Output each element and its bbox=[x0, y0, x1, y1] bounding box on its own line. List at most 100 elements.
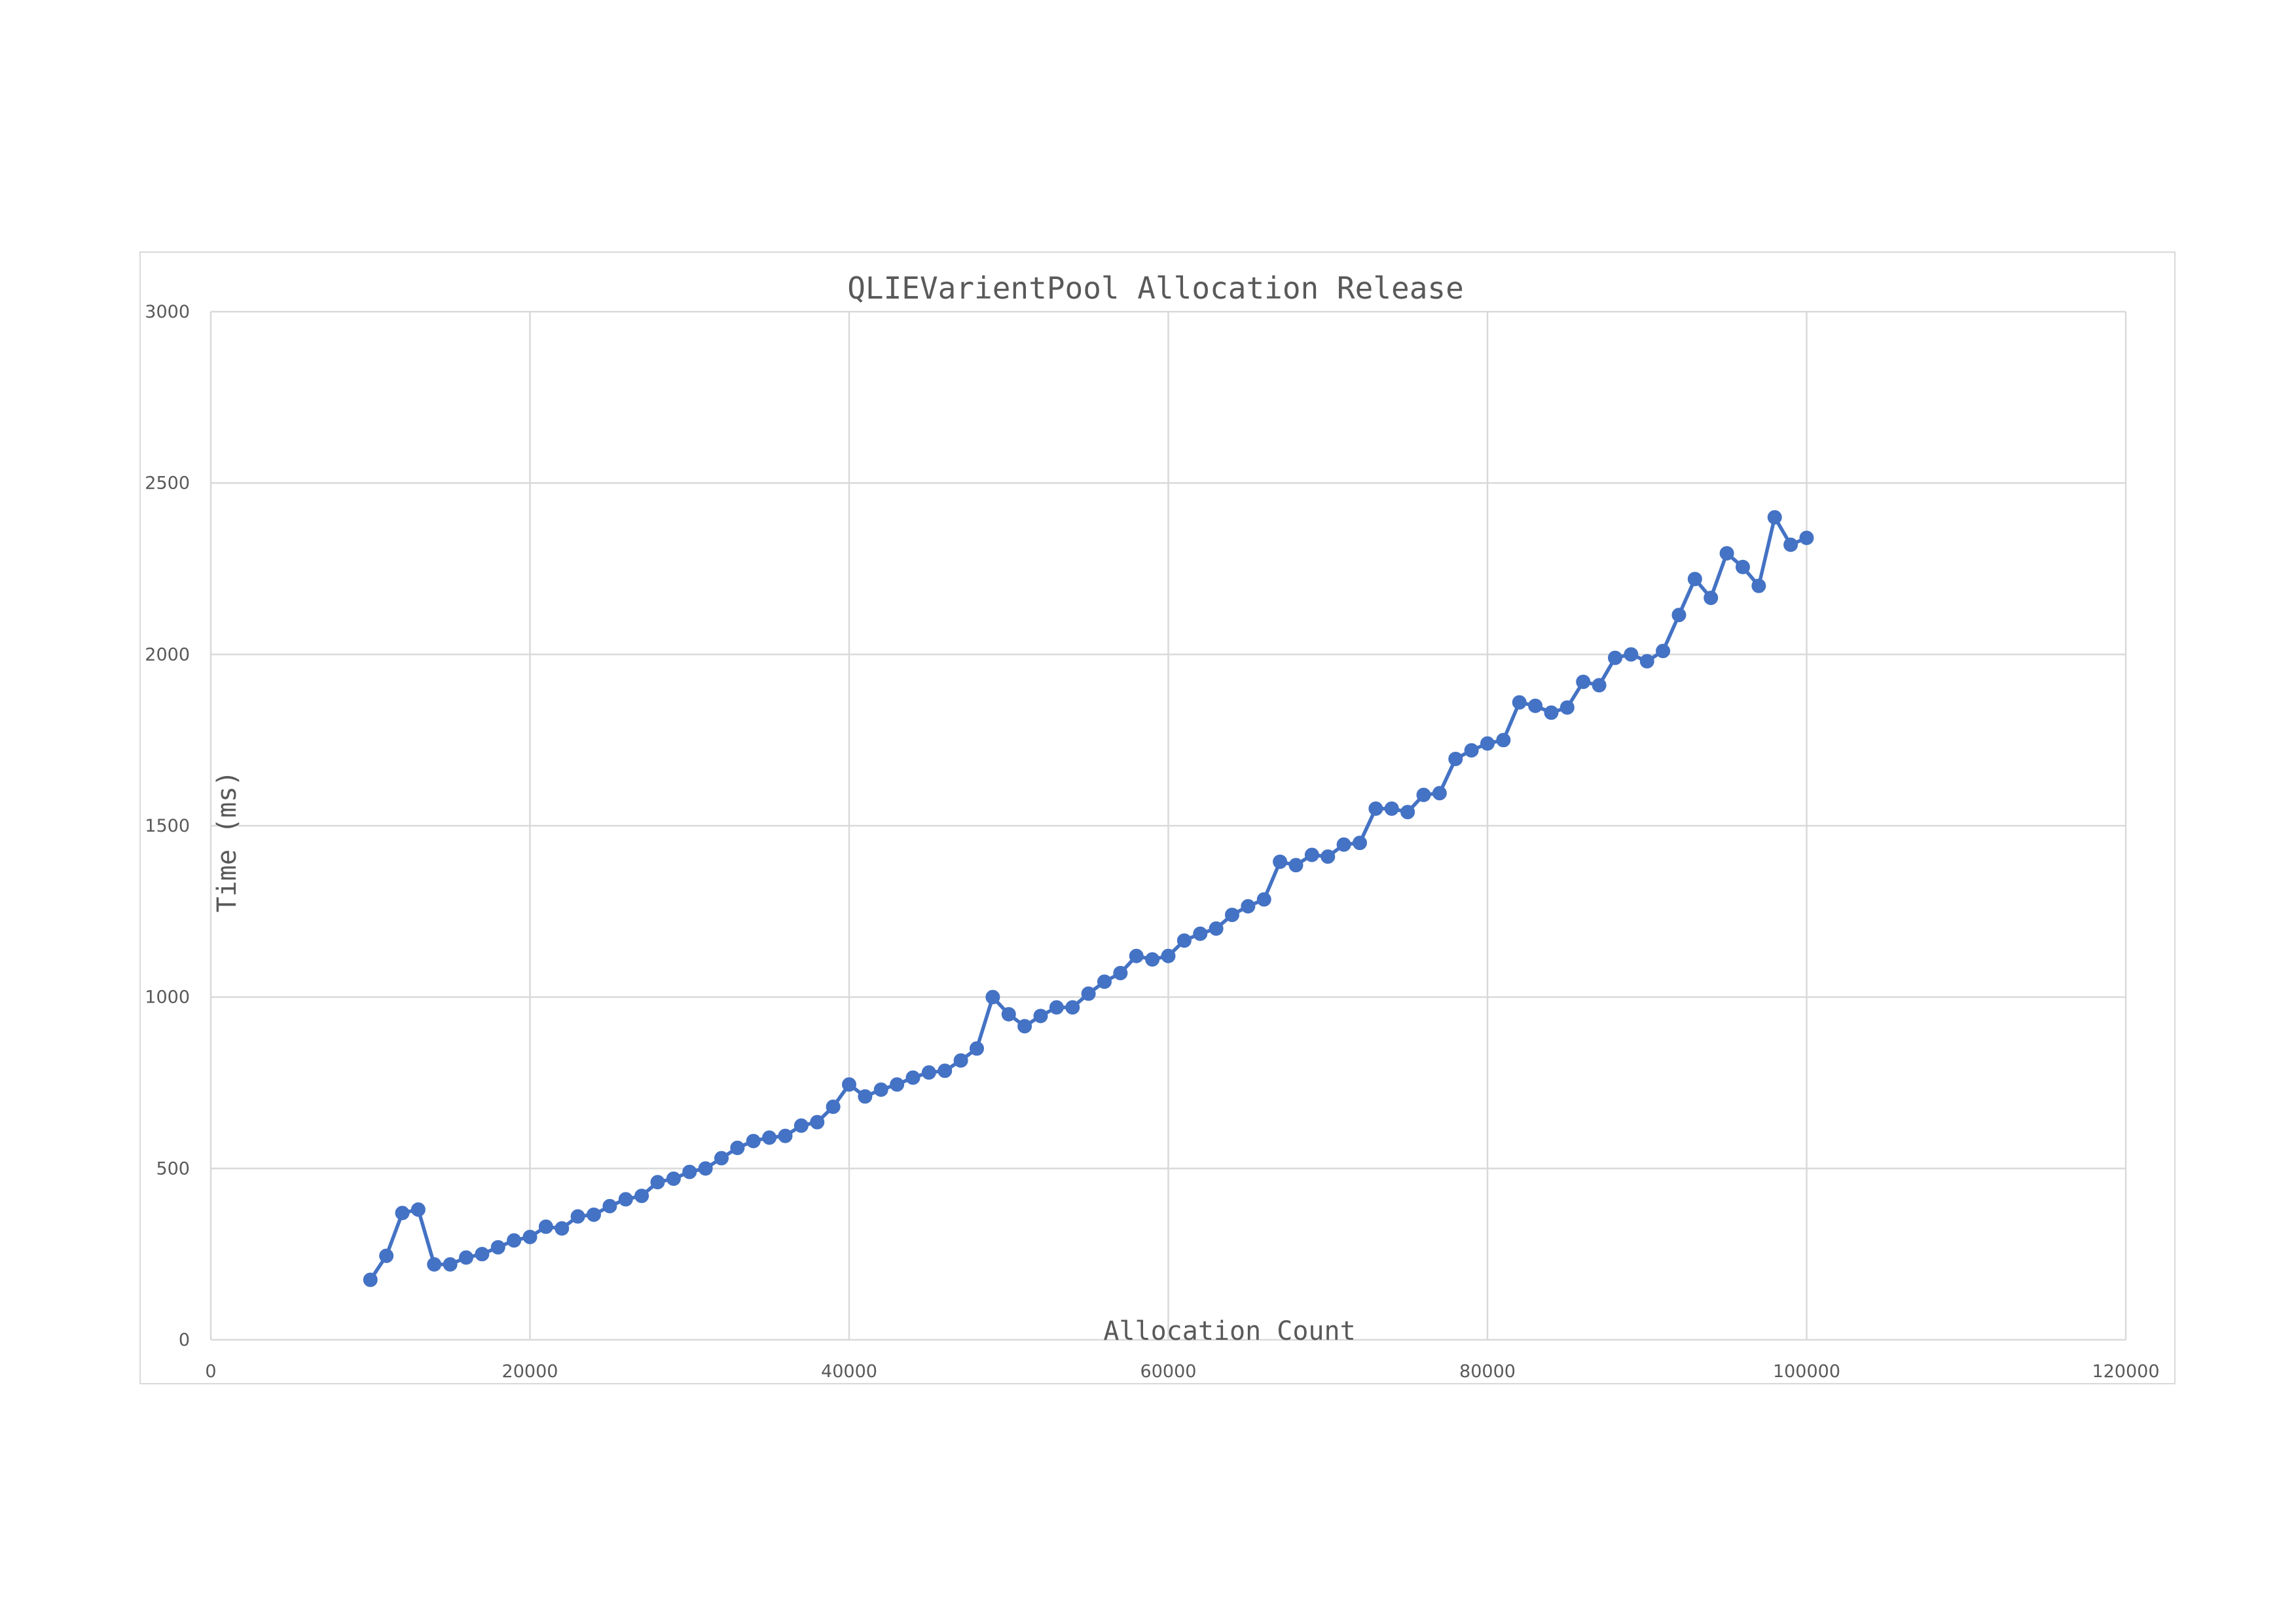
data-point bbox=[1639, 654, 1654, 669]
data-point bbox=[1416, 787, 1431, 802]
data-point bbox=[395, 1206, 410, 1221]
data-point bbox=[1608, 650, 1622, 665]
data-point bbox=[1496, 733, 1511, 748]
data-point bbox=[475, 1247, 490, 1262]
chart-title: QLIEVarientPool Allocation Release bbox=[847, 270, 1464, 306]
x-axis-tick-labels: 0 20000 40000 60000 80000 100000 120000 bbox=[205, 1361, 2159, 1382]
y-axis-tick-labels: 0 500 1000 1500 2000 2500 3000 bbox=[145, 302, 190, 1350]
data-point bbox=[730, 1140, 745, 1155]
data-point bbox=[1736, 559, 1750, 574]
data-point bbox=[459, 1250, 473, 1265]
data-point bbox=[1576, 674, 1591, 690]
data-point bbox=[953, 1053, 968, 1068]
data-point bbox=[538, 1219, 553, 1234]
data-point bbox=[1049, 1000, 1064, 1015]
data-point bbox=[570, 1209, 585, 1224]
data-point bbox=[507, 1233, 522, 1248]
data-point bbox=[1624, 647, 1639, 662]
data-point bbox=[490, 1240, 505, 1255]
data-point bbox=[1193, 926, 1208, 941]
data-point bbox=[1129, 948, 1144, 963]
data-point bbox=[1799, 530, 1814, 545]
data-point bbox=[1704, 590, 1719, 605]
data-point bbox=[842, 1077, 856, 1092]
data-point bbox=[1176, 933, 1192, 948]
x-tick-label: 120000 bbox=[2092, 1361, 2159, 1382]
x-gridlines bbox=[210, 312, 2127, 1340]
data-point bbox=[858, 1089, 873, 1104]
data-point bbox=[1113, 966, 1128, 981]
data-point bbox=[1225, 908, 1239, 923]
data-point bbox=[1081, 986, 1096, 1001]
data-point bbox=[1209, 921, 1224, 936]
y-axis-title: Time (ms) bbox=[212, 771, 242, 913]
data-point bbox=[778, 1128, 793, 1143]
data-point bbox=[650, 1175, 665, 1190]
x-tick-label: 40000 bbox=[821, 1361, 877, 1382]
data-point bbox=[555, 1221, 570, 1236]
data-point bbox=[1273, 854, 1288, 869]
data-point bbox=[1559, 700, 1575, 715]
chart-area bbox=[139, 251, 2176, 1384]
data-point bbox=[618, 1192, 633, 1207]
data-point bbox=[826, 1099, 841, 1115]
y-tick-label: 3000 bbox=[145, 302, 190, 322]
data-point bbox=[1017, 1019, 1032, 1034]
data-point bbox=[762, 1130, 777, 1145]
x-tick-label: 60000 bbox=[1140, 1361, 1197, 1382]
data-point bbox=[1001, 1006, 1016, 1022]
data-point bbox=[1097, 974, 1112, 989]
data-point bbox=[427, 1257, 442, 1272]
data-point bbox=[698, 1161, 713, 1176]
data-point bbox=[714, 1151, 729, 1166]
data-point bbox=[1512, 695, 1527, 710]
data-point bbox=[1480, 736, 1495, 751]
data-point bbox=[379, 1248, 394, 1263]
data-point bbox=[1065, 1000, 1080, 1015]
series-time-ms bbox=[363, 510, 1814, 1287]
data-point bbox=[443, 1257, 458, 1272]
data-point bbox=[1321, 849, 1336, 864]
data-point bbox=[793, 1118, 809, 1133]
data-point bbox=[1687, 572, 1702, 587]
data-point bbox=[1336, 837, 1351, 852]
y-tick-label: 2000 bbox=[145, 644, 190, 665]
data-point bbox=[1353, 836, 1367, 851]
data-point bbox=[1528, 698, 1543, 713]
data-point bbox=[1544, 705, 1559, 720]
x-tick-label: 100000 bbox=[1773, 1361, 1840, 1382]
y-tick-label: 500 bbox=[156, 1158, 190, 1179]
data-point bbox=[1719, 545, 1734, 561]
data-point bbox=[1304, 847, 1319, 862]
data-point bbox=[985, 989, 1000, 1005]
data-point bbox=[1161, 948, 1176, 963]
data-point bbox=[1400, 805, 1415, 820]
x-tick-label: 0 bbox=[205, 1361, 216, 1382]
data-point bbox=[522, 1230, 538, 1244]
data-point bbox=[970, 1041, 984, 1056]
data-point bbox=[905, 1070, 920, 1085]
x-tick-label: 20000 bbox=[502, 1361, 558, 1382]
data-point bbox=[1033, 1008, 1048, 1024]
data-point bbox=[1368, 801, 1383, 816]
y-tick-label: 1000 bbox=[145, 987, 190, 1008]
data-point bbox=[363, 1272, 378, 1287]
y-tick-label: 0 bbox=[179, 1330, 190, 1350]
y-tick-label: 1500 bbox=[145, 816, 190, 836]
data-point bbox=[682, 1164, 697, 1179]
data-point bbox=[1767, 510, 1782, 525]
data-point bbox=[746, 1134, 761, 1149]
data-point bbox=[1783, 537, 1798, 552]
data-point bbox=[1592, 678, 1607, 693]
data-point bbox=[810, 1115, 825, 1130]
data-point bbox=[602, 1198, 617, 1213]
x-axis-title: Allocation Count bbox=[1103, 1316, 1355, 1346]
data-point bbox=[634, 1189, 649, 1204]
data-point bbox=[587, 1207, 601, 1222]
data-point bbox=[1145, 952, 1160, 967]
x-tick-label: 80000 bbox=[1459, 1361, 1516, 1382]
data-point bbox=[1288, 858, 1303, 873]
data-point bbox=[921, 1065, 936, 1080]
data-point bbox=[1241, 898, 1256, 913]
